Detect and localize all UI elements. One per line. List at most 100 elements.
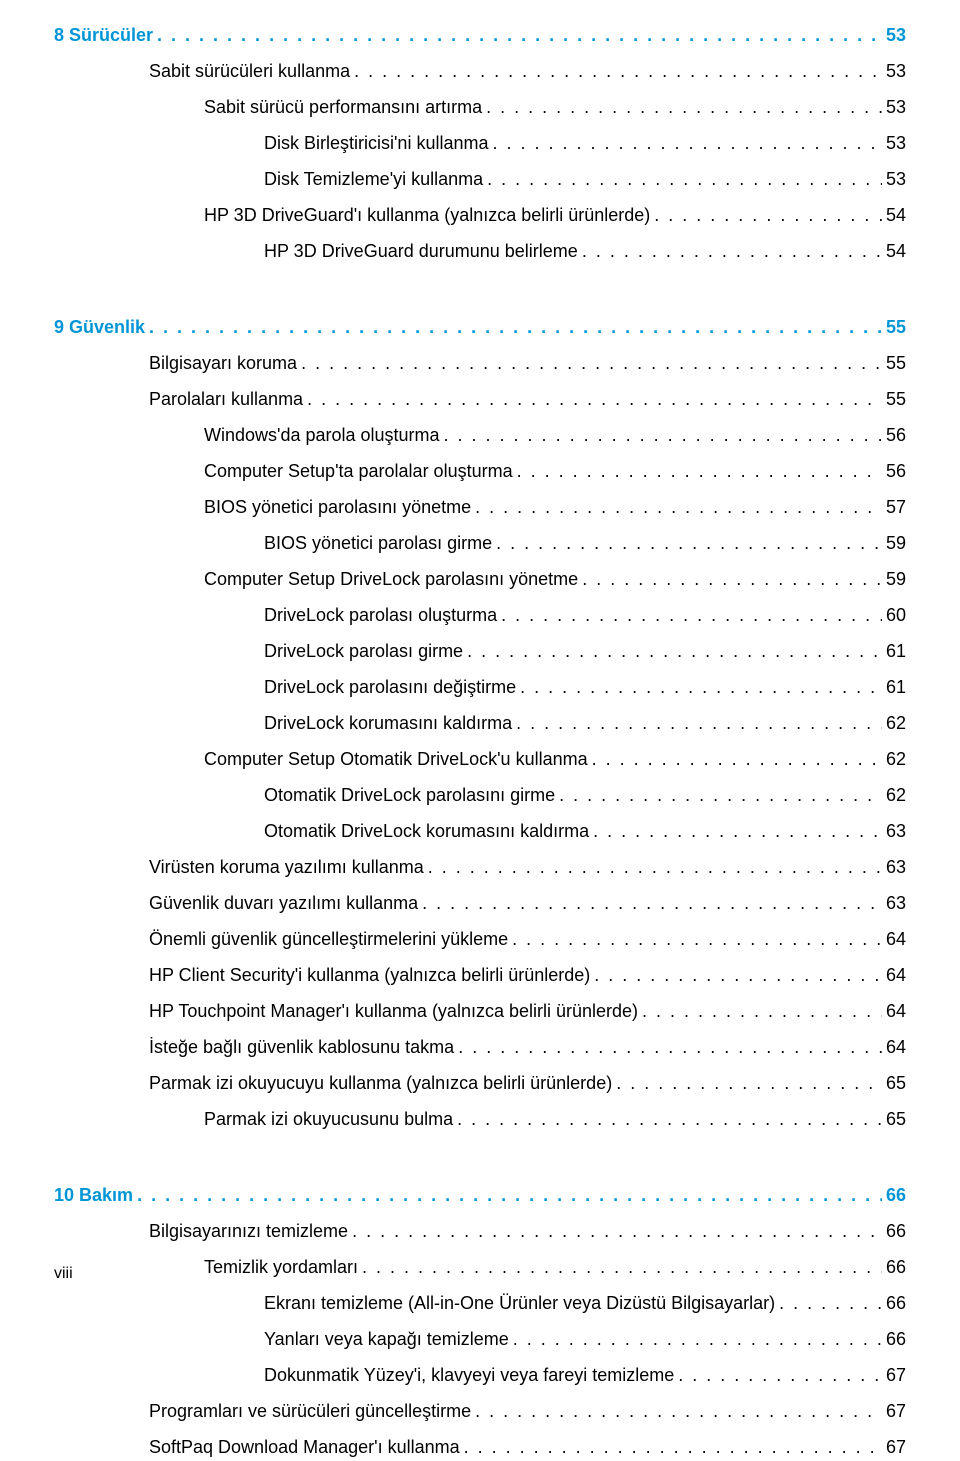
toc-entry-page: 56 bbox=[886, 458, 906, 485]
toc-entry-row[interactable]: Windows'da parola oluşturma. . . . . . .… bbox=[54, 422, 906, 449]
toc-entry-label: Computer Setup Otomatik DriveLock'u kull… bbox=[204, 746, 588, 773]
toc-entry-row[interactable]: Güvenlik duvarı yazılımı kullanma. . . .… bbox=[54, 890, 906, 917]
toc-entry-page: 59 bbox=[886, 530, 906, 557]
toc-entry-row[interactable]: DriveLock korumasını kaldırma. . . . . .… bbox=[54, 710, 906, 737]
toc-dot-leader: . . . . . . . . . . . . . . . . . . . . … bbox=[593, 818, 882, 845]
toc-entry-row[interactable]: Temizlik yordamları. . . . . . . . . . .… bbox=[54, 1254, 906, 1281]
toc-dot-leader: . . . . . . . . . . . . . . . . . . . . … bbox=[516, 710, 882, 737]
toc-entry-row[interactable]: Parmak izi okuyucuyu kullanma (yalnızca … bbox=[54, 1070, 906, 1097]
toc-entry-row[interactable]: Computer Setup Otomatik DriveLock'u kull… bbox=[54, 746, 906, 773]
toc-dot-leader: . . . . . . . . . . . . . . . . . . . . … bbox=[642, 998, 882, 1025]
toc-entry-page: 64 bbox=[886, 926, 906, 953]
toc-entry-label: Sabit sürücü performansını artırma bbox=[204, 94, 482, 121]
toc-dot-leader: . . . . . . . . . . . . . . . . . . . . … bbox=[513, 1326, 882, 1353]
toc-chapter-row[interactable]: 9 Güvenlik. . . . . . . . . . . . . . . … bbox=[54, 314, 906, 341]
toc-dot-leader: . . . . . . . . . . . . . . . . . . . . … bbox=[487, 166, 882, 193]
toc-dot-leader: . . . . . . . . . . . . . . . . . . . . … bbox=[149, 314, 882, 341]
toc-entry-row[interactable]: HP 3D DriveGuard durumunu belirleme. . .… bbox=[54, 238, 906, 265]
toc-entry-row[interactable]: Yanları veya kapağı temizleme. . . . . .… bbox=[54, 1326, 906, 1353]
toc-entry-row[interactable]: HP Client Security'i kullanma (yalnızca … bbox=[54, 962, 906, 989]
toc-entry-label: Disk Temizleme'yi kullanma bbox=[264, 166, 483, 193]
toc-dot-leader: . . . . . . . . . . . . . . . . . . . . … bbox=[496, 530, 882, 557]
section-gap bbox=[54, 1142, 906, 1182]
toc-entry-label: DriveLock parolasını değiştirme bbox=[264, 674, 516, 701]
toc-entry-page: 56 bbox=[886, 422, 906, 449]
toc-entry-row[interactable]: Bilgisayarınızı temizleme. . . . . . . .… bbox=[54, 1218, 906, 1245]
toc-dot-leader: . . . . . . . . . . . . . . . . . . . . … bbox=[517, 458, 882, 485]
toc-entry-page: 67 bbox=[886, 1398, 906, 1425]
toc-dot-leader: . . . . . . . . . . . . . . . . . . . . … bbox=[307, 386, 882, 413]
toc-dot-leader: . . . . . . . . . . . . . . . . . . . . … bbox=[616, 1070, 882, 1097]
toc-dot-leader: . . . . . . . . . . . . . . . . . . . . … bbox=[464, 1434, 882, 1461]
toc-entry-label: Virüsten koruma yazılımı kullanma bbox=[149, 854, 424, 881]
toc-entry-page: 63 bbox=[886, 818, 906, 845]
toc-entry-row[interactable]: İsteğe bağlı güvenlik kablosunu takma. .… bbox=[54, 1034, 906, 1061]
toc-entry-label: Sabit sürücüleri kullanma bbox=[149, 58, 350, 85]
toc-entry-row[interactable]: Virüsten koruma yazılımı kullanma. . . .… bbox=[54, 854, 906, 881]
toc-dot-leader: . . . . . . . . . . . . . . . . . . . . … bbox=[654, 202, 882, 229]
toc-entry-row[interactable]: Parolaları kullanma. . . . . . . . . . .… bbox=[54, 386, 906, 413]
toc-entry-page: 53 bbox=[886, 58, 906, 85]
toc-entry-page: 66 bbox=[886, 1326, 906, 1353]
toc-dot-leader: . . . . . . . . . . . . . . . . . . . . … bbox=[501, 602, 882, 629]
toc-entry-label: Windows'da parola oluşturma bbox=[204, 422, 440, 449]
toc-entry-row[interactable]: HP Touchpoint Manager'ı kullanma (yalnız… bbox=[54, 998, 906, 1025]
toc-entry-page: 65 bbox=[886, 1106, 906, 1133]
toc-entry-page: 53 bbox=[886, 166, 906, 193]
toc-entry-row[interactable]: BIOS yönetici parolasını yönetme. . . . … bbox=[54, 494, 906, 521]
toc-entry-row[interactable]: Parmak izi okuyucusunu bulma. . . . . . … bbox=[54, 1106, 906, 1133]
toc-entry-row[interactable]: SoftPaq Download Manager'ı kullanma. . .… bbox=[54, 1434, 906, 1461]
toc-entry-page: 66 bbox=[886, 1218, 906, 1245]
toc-entry-row[interactable]: Sabit sürücüleri kullanma. . . . . . . .… bbox=[54, 58, 906, 85]
toc-entry-label: Bilgisayarınızı temizleme bbox=[149, 1218, 348, 1245]
toc-entry-label: Bilgisayarı koruma bbox=[149, 350, 297, 377]
toc-chapter-row[interactable]: 10 Bakım. . . . . . . . . . . . . . . . … bbox=[54, 1182, 906, 1209]
toc-entry-label: Parmak izi okuyucuyu kullanma (yalnızca … bbox=[149, 1070, 612, 1097]
toc-entry-label: Disk Birleştiricisi'ni kullanma bbox=[264, 130, 488, 157]
toc-entry-page: 59 bbox=[886, 566, 906, 593]
toc-dot-leader: . . . . . . . . . . . . . . . . . . . . … bbox=[301, 350, 882, 377]
toc-entry-label: HP Touchpoint Manager'ı kullanma (yalnız… bbox=[149, 998, 638, 1025]
toc-entry-row[interactable]: Computer Setup DriveLock parolasını yöne… bbox=[54, 566, 906, 593]
toc-entry-page: 62 bbox=[886, 746, 906, 773]
toc-chapter-row[interactable]: 8 Sürücüler. . . . . . . . . . . . . . .… bbox=[54, 22, 906, 49]
toc-entry-label: Programları ve sürücüleri güncelleştirme bbox=[149, 1398, 471, 1425]
toc-entry-row[interactable]: DriveLock parolası girme. . . . . . . . … bbox=[54, 638, 906, 665]
toc-page: 8 Sürücüler. . . . . . . . . . . . . . .… bbox=[0, 0, 960, 1461]
toc-entry-page: 66 bbox=[886, 1182, 906, 1209]
toc-entry-row[interactable]: Disk Birleştiricisi'ni kullanma. . . . .… bbox=[54, 130, 906, 157]
toc-entry-page: 53 bbox=[886, 130, 906, 157]
toc-entry-label: DriveLock parolası girme bbox=[264, 638, 463, 665]
toc-entry-row[interactable]: BIOS yönetici parolası girme. . . . . . … bbox=[54, 530, 906, 557]
toc-entry-page: 64 bbox=[886, 1034, 906, 1061]
toc-dot-leader: . . . . . . . . . . . . . . . . . . . . … bbox=[559, 782, 882, 809]
toc-dot-leader: . . . . . . . . . . . . . . . . . . . . … bbox=[444, 422, 882, 449]
toc-entry-row[interactable]: Disk Temizleme'yi kullanma. . . . . . . … bbox=[54, 166, 906, 193]
toc-dot-leader: . . . . . . . . . . . . . . . . . . . . … bbox=[422, 890, 882, 917]
toc-entry-row[interactable]: HP 3D DriveGuard'ı kullanma (yalnızca be… bbox=[54, 202, 906, 229]
toc-entry-row[interactable]: Önemli güvenlik güncelleştirmelerini yük… bbox=[54, 926, 906, 953]
toc-entry-page: 62 bbox=[886, 782, 906, 809]
toc-entry-label: Güvenlik duvarı yazılımı kullanma bbox=[149, 890, 418, 917]
toc-entry-label: Parolaları kullanma bbox=[149, 386, 303, 413]
toc-entry-row[interactable]: Sabit sürücü performansını artırma. . . … bbox=[54, 94, 906, 121]
toc-entry-page: 55 bbox=[886, 314, 906, 341]
toc-entry-label: HP 3D DriveGuard'ı kullanma (yalnızca be… bbox=[204, 202, 650, 229]
toc-entry-label: 9 Güvenlik bbox=[54, 314, 145, 341]
toc-entry-row[interactable]: Bilgisayarı koruma. . . . . . . . . . . … bbox=[54, 350, 906, 377]
toc-entry-row[interactable]: DriveLock parolasını değiştirme. . . . .… bbox=[54, 674, 906, 701]
toc-entry-row[interactable]: Computer Setup'ta parolalar oluşturma. .… bbox=[54, 458, 906, 485]
toc-entry-row[interactable]: Programları ve sürücüleri güncelleştirme… bbox=[54, 1398, 906, 1425]
toc-entry-row[interactable]: Otomatik DriveLock korumasını kaldırma. … bbox=[54, 818, 906, 845]
toc-dot-leader: . . . . . . . . . . . . . . . . . . . . … bbox=[678, 1362, 882, 1389]
toc-entry-page: 57 bbox=[886, 494, 906, 521]
toc-entry-label: HP 3D DriveGuard durumunu belirleme bbox=[264, 238, 578, 265]
toc-entry-label: Dokunmatik Yüzey'i, klavyeyi veya fareyi… bbox=[264, 1362, 674, 1389]
toc-entry-row[interactable]: Dokunmatik Yüzey'i, klavyeyi veya fareyi… bbox=[54, 1362, 906, 1389]
toc-dot-leader: . . . . . . . . . . . . . . . . . . . . … bbox=[458, 1034, 882, 1061]
toc-dot-leader: . . . . . . . . . . . . . . . . . . . . … bbox=[467, 638, 882, 665]
toc-entry-row[interactable]: DriveLock parolası oluşturma. . . . . . … bbox=[54, 602, 906, 629]
toc-entry-page: 62 bbox=[886, 710, 906, 737]
toc-entry-row[interactable]: Otomatik DriveLock parolasını girme. . .… bbox=[54, 782, 906, 809]
toc-entry-label: Otomatik DriveLock korumasını kaldırma bbox=[264, 818, 589, 845]
